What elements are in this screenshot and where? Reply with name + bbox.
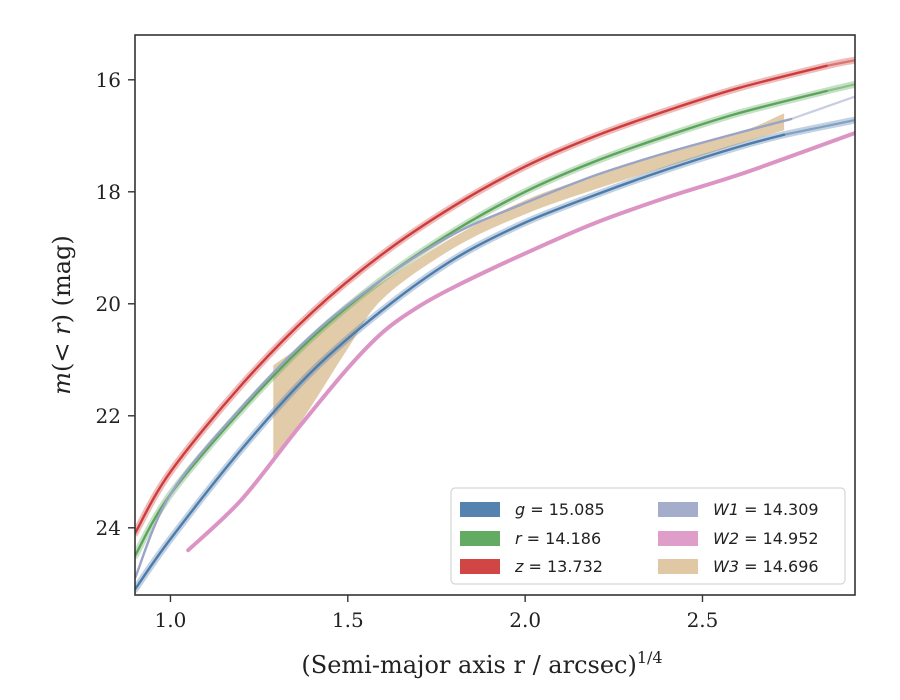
legend-frame: [450, 487, 846, 585]
x-tick-label: 1.0: [155, 608, 187, 632]
y-tick-label: 24: [96, 516, 121, 540]
y-tick-label: 16: [96, 68, 121, 92]
y-tick-label: 22: [96, 404, 121, 428]
x-axis: 1.0 1.5 2.0 2.5: [155, 595, 719, 632]
y-tick-label: 20: [96, 292, 121, 316]
series-band-w3: [273, 113, 785, 464]
series-line-z: [135, 64, 828, 535]
series-layer: [135, 56, 855, 593]
legend-swatch-w1: [658, 502, 698, 517]
series-line-w1-extension: [790, 95, 855, 121]
y-axis: 16 18 20 22 24: [96, 68, 135, 540]
legend-label-w2: W2 = 14.952: [713, 529, 819, 548]
legend-swatch-z: [460, 559, 500, 574]
legend-swatch-w3: [658, 559, 698, 574]
series-line-g: [135, 133, 786, 591]
legend-swatch-g: [460, 502, 500, 517]
legend-label-g: g = 15.085: [515, 500, 605, 519]
legend-label-w1: W1 = 14.309: [713, 500, 819, 519]
x-tick-label: 2.5: [687, 608, 719, 632]
legend-label-r: r = 14.186: [515, 529, 601, 548]
series-line-w2: [186, 131, 855, 553]
legend-label-w3: W3 = 14.696: [713, 557, 819, 576]
legend-label-z: z = 13.732: [514, 557, 603, 576]
series-line-z-extension: [825, 59, 855, 67]
y-tick-label: 18: [96, 180, 121, 204]
series-line-r: [135, 89, 828, 557]
x-tick-label: 2.0: [509, 608, 541, 632]
legend-swatch-w2: [658, 531, 698, 546]
legend: g = 15.085 r = 14.186 z = 13.732 W1 = 14.30…: [450, 487, 846, 585]
y-axis-label: m(< r) (mag): [48, 235, 76, 395]
x-axis-label: (Semi-major axis r / arcsec)1/4: [301, 648, 662, 679]
series-line-r-extension: [825, 83, 855, 93]
series-line-g-extension: [783, 119, 855, 136]
x-tick-label: 1.5: [332, 608, 364, 632]
series-line-w1: [135, 117, 793, 580]
plot-frame: [134, 34, 856, 596]
legend-swatch-r: [460, 531, 500, 546]
